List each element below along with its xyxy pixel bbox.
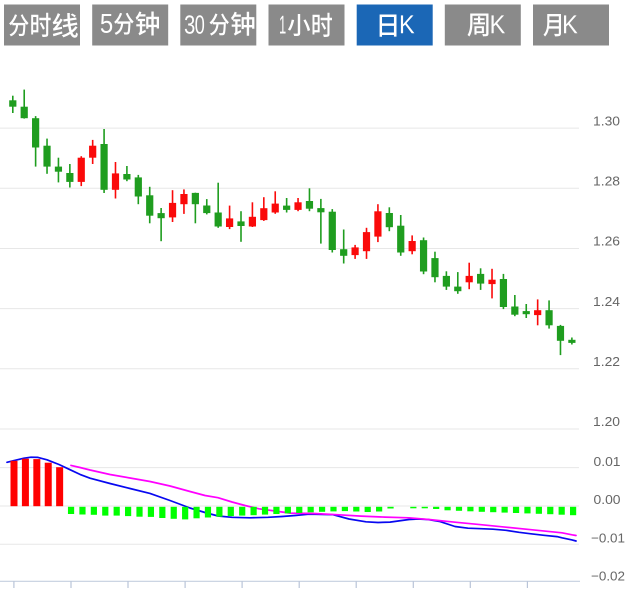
svg-text:0.01: 0.01 xyxy=(594,454,621,469)
svg-text:−0.02: −0.02 xyxy=(591,569,625,584)
svg-text:0.00: 0.00 xyxy=(594,492,621,507)
svg-text:1.20: 1.20 xyxy=(593,414,620,429)
svg-text:1.24: 1.24 xyxy=(593,294,620,309)
svg-text:1.30: 1.30 xyxy=(593,113,620,128)
svg-text:1.26: 1.26 xyxy=(593,234,620,249)
svg-text:1.22: 1.22 xyxy=(593,354,620,369)
svg-text:−0.01: −0.01 xyxy=(591,530,625,545)
svg-text:1.28: 1.28 xyxy=(593,174,620,189)
